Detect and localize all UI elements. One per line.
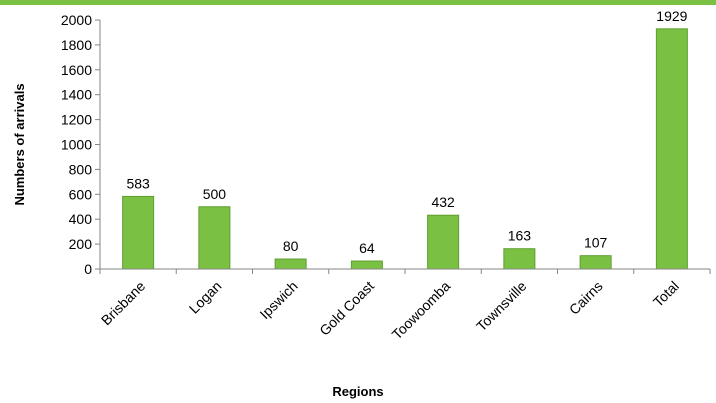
bars — [122, 28, 688, 270]
data-labels: 583 500 80 64 432 163 107 1929 — [126, 8, 687, 256]
y-tick-label: 0 — [84, 261, 92, 277]
y-tick-label: 200 — [69, 236, 93, 252]
data-label: 80 — [283, 238, 299, 254]
x-tick-label: Gold Coast — [316, 278, 377, 339]
y-axis-title: Numbers of arrivals — [12, 83, 27, 205]
x-tick-label: Ipswich — [256, 278, 300, 322]
data-label: 583 — [126, 175, 150, 191]
bar-brisbane — [122, 195, 155, 270]
x-tick-label: Cairns — [566, 278, 606, 318]
top-accent-band — [0, 0, 716, 5]
y-tick-label: 1600 — [61, 62, 92, 78]
y-tick-label: 1200 — [61, 112, 92, 128]
bar-gold-coast — [350, 260, 383, 270]
data-label: 107 — [584, 235, 608, 251]
data-label: 1929 — [656, 8, 687, 24]
data-label: 432 — [431, 194, 455, 210]
y-tick-label: 1400 — [61, 87, 92, 103]
x-tick-label: Townsville — [473, 278, 530, 335]
x-tick-label: Logan — [186, 278, 225, 317]
data-label: 64 — [359, 240, 375, 256]
x-tick-label: Total — [650, 278, 682, 310]
y-tick-label: 2000 — [61, 12, 92, 28]
x-axis-title: Regions — [332, 384, 383, 399]
bar-ipswich — [274, 258, 307, 270]
y-tick-label: 600 — [69, 186, 93, 202]
bar-toowoomba — [427, 214, 460, 270]
data-label: 500 — [203, 186, 227, 202]
bar-cairns — [579, 255, 612, 270]
y-tick-label: 400 — [69, 211, 93, 227]
y-axis-ticks: 0 200 400 600 800 1000 1200 1400 1600 1800 2000 — [61, 12, 100, 277]
y-tick-label: 1800 — [61, 37, 92, 53]
x-tick-label: Toowoomba — [389, 278, 454, 343]
bar-townsville — [503, 248, 536, 270]
bar-logan — [198, 206, 231, 270]
bar-total — [655, 28, 688, 270]
x-tick-label: Brisbane — [98, 278, 149, 329]
x-axis-ticks: Brisbane Logan Ipswich Gold Coast Toowoomba T… — [98, 269, 711, 343]
y-tick-label: 1000 — [61, 137, 92, 153]
y-tick-label: 800 — [69, 161, 93, 177]
data-label: 163 — [508, 228, 532, 244]
